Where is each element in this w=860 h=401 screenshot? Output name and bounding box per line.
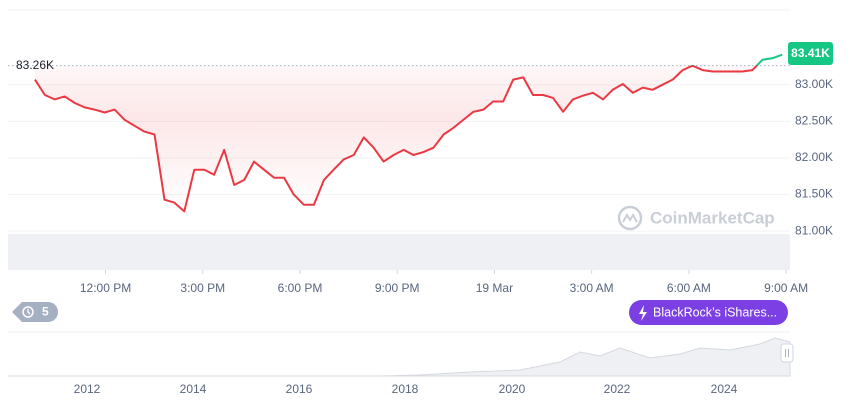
y-tick-label: 81.00K: [795, 223, 833, 237]
event-label: BlackRock’s iShares...: [653, 305, 777, 319]
navigator-year-label: 2014: [180, 382, 207, 396]
volume-band: [8, 234, 790, 270]
watermark: CoinMarketCap: [617, 205, 775, 231]
navigator-year-label: 2012: [74, 382, 101, 396]
x-tick-label: 3:00 PM: [180, 281, 225, 295]
y-tick-label: 81.50K: [795, 187, 833, 201]
y-tick-label: 83.00K: [795, 77, 833, 91]
history-count: 5: [42, 305, 49, 319]
x-tick-label: 3:00 AM: [570, 281, 614, 295]
x-tick-label: 12:00 PM: [80, 281, 131, 295]
y-tick-label: 82.50K: [795, 113, 833, 127]
current-price-label: 83.41K: [791, 46, 830, 60]
x-tick-label: 19 Mar: [476, 281, 513, 295]
x-tick-label: 9:00 AM: [764, 281, 808, 295]
navigator: [8, 331, 794, 377]
event-pill[interactable]: BlackRock’s iShares...: [629, 300, 788, 325]
y-tick-label: 82.00K: [795, 150, 833, 164]
reference-label: 83.26K: [16, 58, 54, 72]
watermark-text: CoinMarketCap: [650, 208, 775, 227]
navigator-year-label: 2020: [499, 382, 526, 396]
x-tick-label: 6:00 AM: [667, 281, 711, 295]
x-tick-label: 6:00 PM: [278, 281, 323, 295]
navigator-year-label: 2022: [604, 382, 631, 396]
navigator-year-label: 2018: [392, 382, 419, 396]
area-fill: [34, 65, 783, 212]
current-price-box: [788, 42, 833, 65]
navigator-year-label: 2016: [286, 382, 313, 396]
x-tick-label: 9:00 PM: [375, 281, 420, 295]
price-line: [34, 53, 783, 213]
history-badge[interactable]: 5: [12, 302, 58, 322]
navigator-year-label: 2024: [711, 382, 738, 396]
